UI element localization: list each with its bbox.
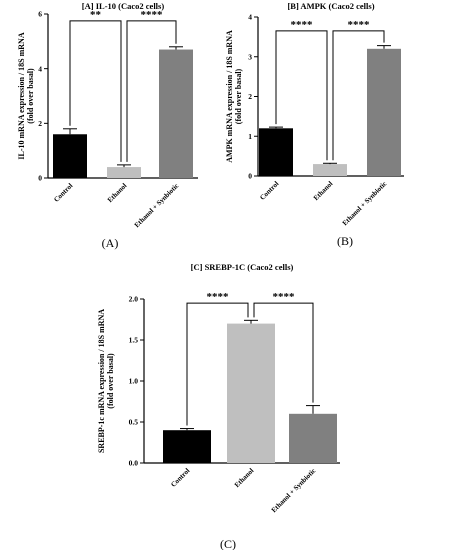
panel-2-significance-label-1: ****	[291, 19, 314, 31]
panel-2-y-axis-label-line: (fold over basal)	[234, 68, 243, 124]
panel-1-y-tick-label: 2	[38, 119, 42, 128]
panel-3-y-axis-label-line: (fold over basal)	[106, 353, 115, 409]
panel-3-y-tick-label: 2.0	[129, 295, 139, 304]
panel-3-panel-label: (C)	[220, 537, 236, 550]
panel-3-y-tick-label: 0.0	[129, 459, 139, 468]
panel-2-y-tick-label: 4	[248, 13, 252, 22]
panel-2-category-label-1: Control	[258, 180, 280, 202]
panel-3-significance-bracket-1	[186, 302, 249, 426]
panel-2-y-tick-label: 3	[248, 52, 252, 61]
panel-2-category-label-2: Ethanol	[312, 180, 334, 202]
panel-2-significance-bracket-2	[332, 30, 385, 161]
panel-1-bar-1	[53, 134, 87, 178]
panel-1-category-label-2: Ethanol	[106, 182, 128, 204]
panel-3-y-tick-label: 1.0	[129, 377, 139, 386]
panel-1-bar-3	[159, 49, 193, 179]
panel-1-significance-label-1: **	[90, 9, 102, 21]
panel-1-significance-bracket-2	[126, 20, 177, 162]
panel-1-significance-label-2: ****	[141, 9, 164, 21]
panel-3-category-label-2: Ethanol	[233, 467, 255, 489]
panel-1-y-tick-label: 4	[38, 64, 42, 73]
panel-1-panel-label: (A)	[102, 236, 119, 250]
panel-3-category-label-1: Control	[169, 467, 191, 489]
panel-2-y-axis-label-line: AMPK mRNA expression / 18S mRNA	[225, 30, 234, 163]
panel-2-significance-bracket-1	[275, 30, 328, 161]
panel-3-y-axis-label-line: SREBP-1c mRNA expression / 18S mRNA	[97, 309, 106, 453]
panel-3-category-label-3: Ethanol + Synbiotic	[270, 467, 318, 515]
panel-3-y-tick-label: 1.5	[129, 336, 139, 345]
panel-3-title: [C] SREBP-1C (Caco2 cells)	[191, 262, 294, 272]
panel-2-significance-label-2: ****	[348, 19, 371, 31]
panel-2-bar-1	[259, 128, 293, 176]
panel-3-y-tick-label: 0.5	[129, 418, 139, 427]
panel-2-category-label-3: Ethanol + Synbiotic	[341, 180, 389, 228]
panel-1-y-tick-label: 0	[38, 174, 42, 183]
panel-2-y-tick-label: 1	[248, 132, 252, 141]
panel-2-panel-label: (B)	[337, 234, 353, 248]
panel-1-category-label-3: Ethanol + Synbiotic	[133, 182, 181, 230]
panel-1-bar-2	[107, 167, 141, 178]
panel-3-significance-label-1: ****	[207, 291, 230, 303]
panel-1-title: [A] IL-10 (Caco2 cells)	[82, 1, 165, 11]
panel-2-bar-3	[367, 48, 401, 176]
panel-2-y-tick-label: 0	[248, 172, 252, 181]
panel-1-y-tick-label: 6	[38, 10, 42, 19]
panel-3-bar-1	[163, 430, 211, 463]
panel-1-y-axis-label-line: (fold over basal)	[26, 68, 35, 124]
panel-2-bar-2	[313, 164, 347, 176]
panel-2-title: [B] AMPK (Caco2 cells)	[287, 1, 374, 11]
panel-1-category-label-1: Control	[52, 182, 74, 204]
panel-3-significance-bracket-2	[253, 302, 314, 403]
panel-1-significance-bracket-1	[69, 20, 122, 162]
panel-3-bar-3	[289, 413, 337, 463]
panel-1-y-axis-label-line: IL-10 mRNA expression / 18S mRNA	[17, 32, 26, 159]
panel-2-y-tick-label: 2	[248, 92, 252, 101]
panel-3-bar-2	[227, 323, 275, 463]
panel-3-significance-label-2: ****	[273, 291, 296, 303]
